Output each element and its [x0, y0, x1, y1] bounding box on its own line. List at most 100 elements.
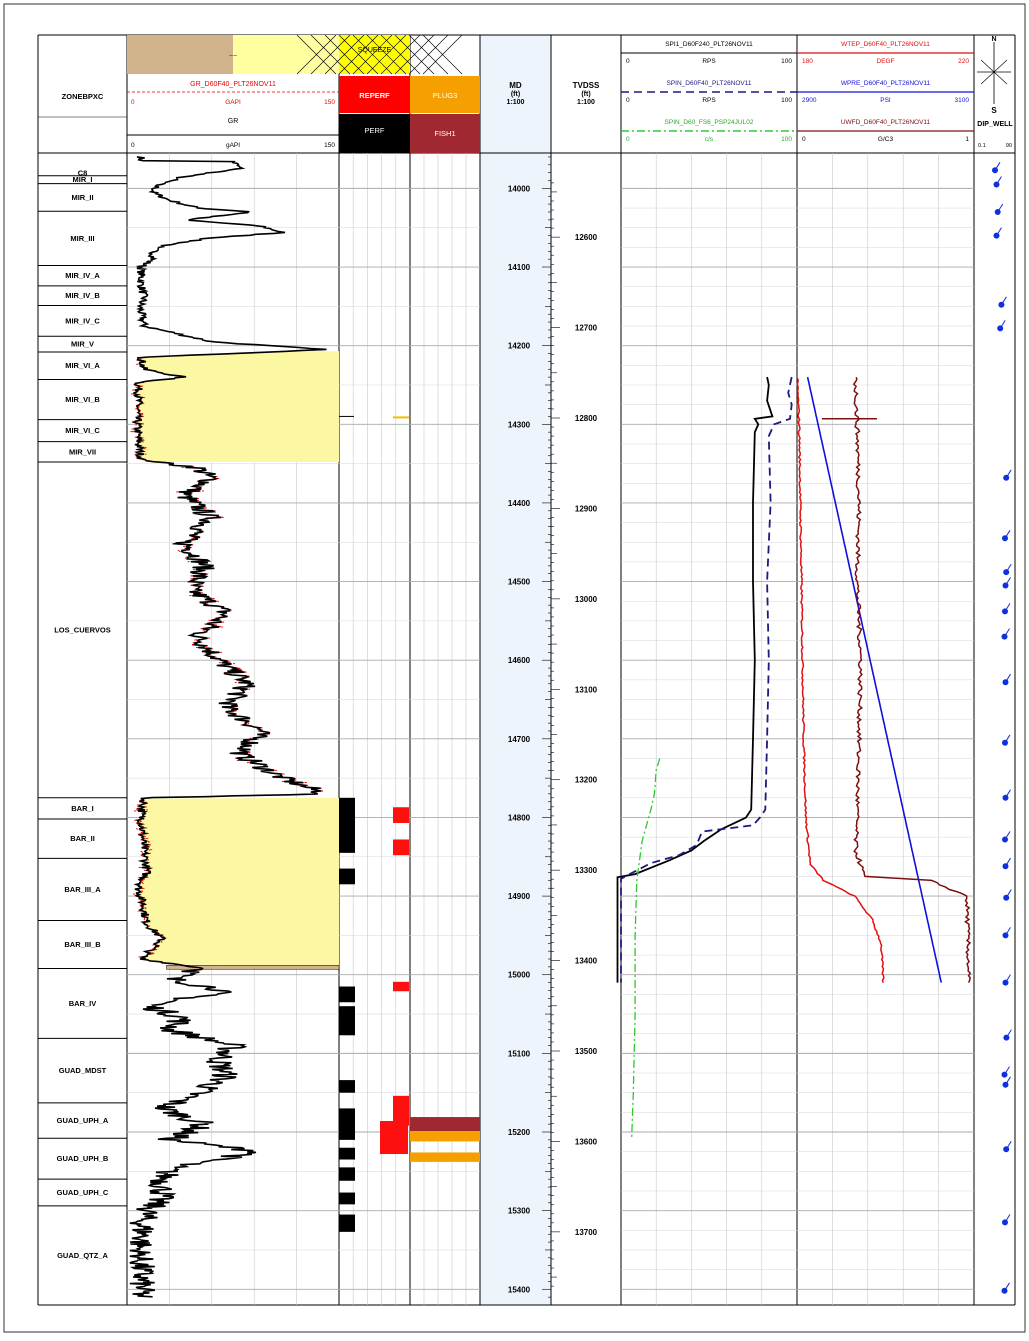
dip-tadpole-tail: [1005, 789, 1011, 799]
tvd-tick-label: 13500: [575, 1047, 598, 1056]
squeeze-label: SQUEEZE: [358, 47, 392, 54]
dip-tadpole-tail: [994, 162, 1001, 171]
md-tick-label: 15000: [508, 971, 531, 980]
dip-tadpole-tail: [1004, 603, 1011, 612]
reperf-interval: [393, 839, 409, 856]
spinner-unit-2: c/s: [705, 136, 714, 143]
md-track-background: [480, 35, 551, 1305]
dip-scale-min: 0.1: [978, 143, 986, 149]
spinner-min-1: 0: [626, 97, 630, 104]
dip-tadpole-tail: [1004, 530, 1011, 539]
zone-label-guad_qtz_a: GUAD_QTZ_A: [57, 1251, 108, 1260]
md-tick-label: 15400: [508, 1285, 531, 1294]
md-tick-label: 14200: [508, 342, 531, 351]
md-tick-label: 15300: [508, 1207, 531, 1216]
tvd-tick-label: 13300: [575, 866, 598, 875]
spinner-min-2: 0: [626, 136, 630, 143]
gr-header-lithology-tan: [127, 35, 233, 74]
reperf-label: REPERF: [359, 91, 390, 100]
spinner-unit-0: RPS: [702, 58, 716, 65]
spinner-curve-name-0: SPI1_D60F240_PLT26NOV11: [665, 41, 753, 48]
zone-label-mir_vi_a: MIR_VI_A: [65, 361, 100, 370]
perf-interval: [339, 868, 355, 885]
squeeze-fill: [339, 35, 410, 74]
dip-tadpole-tail: [1004, 734, 1011, 744]
dip-tadpole-tail: [1005, 1076, 1011, 1086]
squeeze-hatch: [380, 34, 421, 75]
spinner-curve-1: [620, 376, 793, 983]
dip-tadpole-tail: [1005, 889, 1012, 898]
zone-label-guad_mdst: GUAD_MDST: [59, 1066, 107, 1075]
dip-scale-max: 90: [1006, 143, 1012, 149]
md-tick-label: 15100: [508, 1049, 531, 1058]
tvd-tick-label: 13600: [575, 1137, 598, 1146]
dip-tadpole-tail: [1005, 1029, 1012, 1038]
tvd-tick-label: 13100: [575, 685, 598, 694]
squeeze-hatch: [352, 34, 393, 75]
md-tick-label: 15200: [508, 1128, 531, 1137]
dip-tadpole-tail: [1005, 577, 1011, 586]
dip-tadpole-tail: [1004, 1214, 1011, 1223]
compass-south: S: [991, 106, 997, 115]
spinner-curve-name-1: SPIN_D60F40_PLT26NOV11: [666, 80, 751, 87]
reperf-interval: [380, 1120, 408, 1155]
md-tick-label: 14400: [508, 499, 531, 508]
gr-black-curve: [129, 156, 327, 1298]
dip-tadpole-tail: [1005, 469, 1012, 479]
dip-tadpole-tail: [1004, 1282, 1010, 1292]
dip-tadpole-tail: [996, 176, 1002, 185]
zone-label-mir_vii: MIR_VII: [69, 447, 96, 456]
dip-tadpole-tail: [1005, 927, 1011, 936]
plug-interval: [410, 1131, 480, 1142]
reperf-interval: [393, 807, 409, 823]
tvd-tick-label: 13000: [575, 595, 598, 604]
md-tick-label: 14600: [508, 656, 531, 665]
perf-squeeze-legend: [296, 34, 463, 75]
zone-label-los_cuervos: LOS_CUERVOS: [54, 625, 111, 634]
md-unit: (ft): [511, 91, 520, 98]
tvd-tick-label: 12800: [575, 414, 598, 423]
perf-legend-box: [339, 114, 410, 153]
squeeze-hatch: [296, 34, 337, 75]
md-tick-label: 14700: [508, 735, 531, 744]
spinner-max-0: 100: [781, 58, 792, 65]
zone-label-mir_iii: MIR_III: [70, 234, 94, 243]
gr-sand-fill-mirador: [133, 351, 339, 463]
gr-red-mnemonic: GR_D60F40_PLT26NOV11: [190, 81, 276, 88]
spinner-curve-2: [630, 758, 661, 1140]
md-title: MD: [509, 81, 522, 90]
dip-tadpole-tail: [996, 227, 1002, 236]
tvd-tick-label: 12900: [575, 504, 598, 513]
squeeze-marker: [393, 416, 409, 419]
zone-label-bar_i: BAR_I: [71, 804, 94, 813]
perf-interval: [339, 1167, 355, 1181]
temp-track-curve-1: [806, 376, 943, 983]
spinner-unit-1: RPS: [702, 97, 716, 104]
zone-label-guad_uph_a: GUAD_UPH_A: [57, 1116, 109, 1125]
dip-tadpole-tail: [1005, 974, 1011, 983]
squeeze-hatch: [394, 34, 435, 75]
gr-black-unit: gAPI: [226, 142, 240, 149]
temp-unit-0: DEGF: [876, 58, 894, 65]
perf-interval: [339, 1214, 355, 1232]
dip-tadpole-tail: [1005, 1141, 1012, 1150]
temp-min-2: 0: [802, 136, 806, 143]
md-tick-label: 14800: [508, 813, 531, 822]
dip-tadpole-tail: [1000, 296, 1007, 306]
gr-black-max: 150: [324, 142, 335, 149]
grid-lines: [127, 153, 974, 1305]
zone-label-bar_iv: BAR_IV: [69, 999, 97, 1008]
gr-black-mnemonic: GR: [228, 118, 239, 125]
zone-label-mir_v: MIR_V: [71, 340, 94, 349]
temp-curve-name-2: UWFD_D60F40_PLT26NOV11: [841, 119, 931, 126]
md-tick-label: 14300: [508, 420, 531, 429]
zone-label-mir_iv_c: MIR_IV_C: [65, 316, 100, 325]
perf-interval: [339, 1147, 355, 1160]
perf-label: PERF: [364, 126, 384, 135]
compass-north: N: [991, 36, 996, 43]
temp-unit-1: PSI: [880, 97, 891, 104]
fish-label: FISH1: [434, 129, 455, 138]
perf-interval: [339, 1108, 355, 1140]
